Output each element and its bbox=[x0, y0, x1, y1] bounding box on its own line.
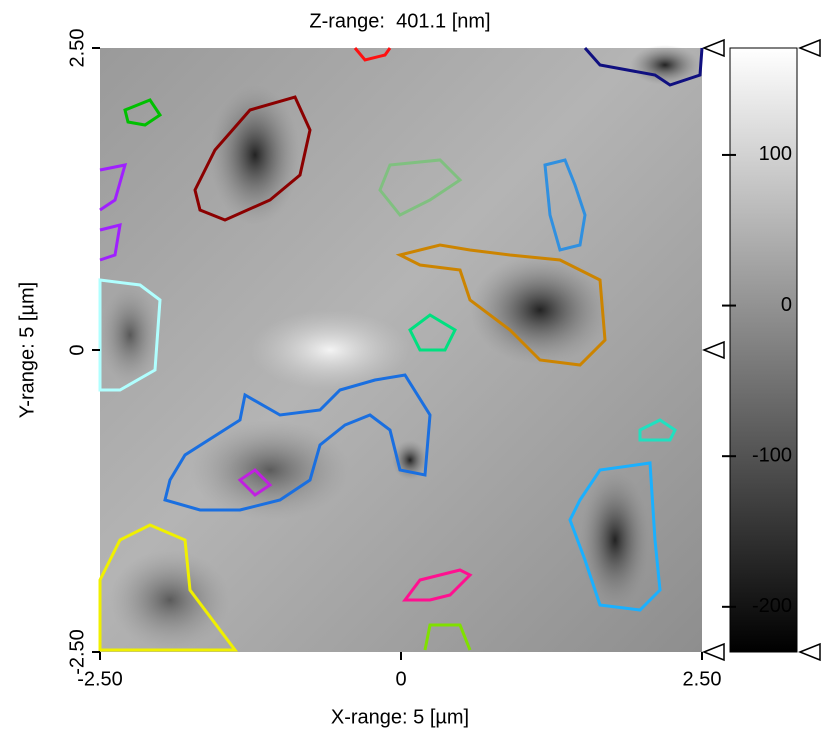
colorbar-tick-label: 100 bbox=[759, 143, 792, 165]
x-tick-label: 0 bbox=[395, 668, 406, 690]
colorbar-tick-label: -200 bbox=[752, 595, 792, 617]
y-tick-label: 0 bbox=[66, 344, 88, 355]
chart-title: Z-range: 401.1 [nm] bbox=[309, 10, 490, 32]
afm-image bbox=[100, 45, 702, 652]
colorbar-tick-label: -100 bbox=[752, 444, 792, 466]
colorbar-tick-label: 0 bbox=[781, 294, 792, 316]
y-axis-label: Y-range: 5 [µm] bbox=[16, 282, 38, 418]
y-tick-label: 2.50 bbox=[66, 29, 88, 68]
x-tick-label: 2.50 bbox=[683, 668, 722, 690]
y-tick-label: -2.50 bbox=[66, 629, 88, 675]
colorbar bbox=[730, 48, 797, 652]
chart: Z-range: 401.1 [nm] X-range: 5 [µm] Y-ra… bbox=[0, 0, 824, 734]
x-axis-label: X-range: 5 [µm] bbox=[331, 706, 469, 728]
